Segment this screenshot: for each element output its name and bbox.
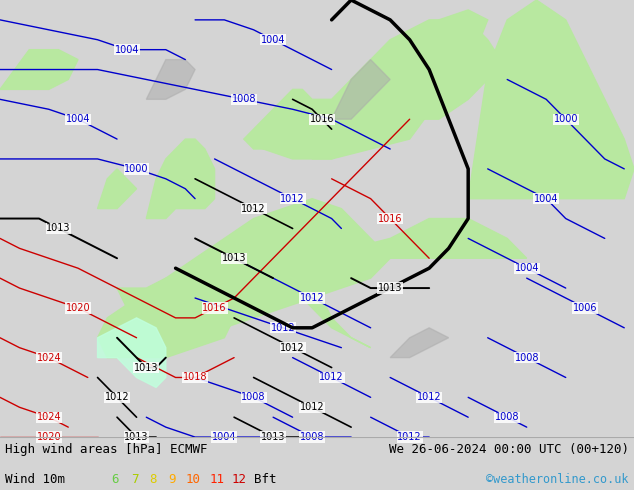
Text: 6: 6	[111, 473, 119, 486]
Text: 1006: 1006	[573, 303, 597, 313]
Polygon shape	[312, 60, 410, 159]
Text: 1004: 1004	[514, 263, 539, 273]
Text: 9: 9	[168, 473, 176, 486]
Text: 1012: 1012	[417, 392, 441, 402]
Text: 1008: 1008	[514, 353, 539, 363]
Text: 1024: 1024	[37, 353, 61, 363]
Polygon shape	[98, 169, 136, 209]
Polygon shape	[244, 20, 488, 149]
Text: 1012: 1012	[300, 293, 325, 303]
Text: 1012: 1012	[271, 323, 295, 333]
Text: 1008: 1008	[300, 432, 325, 442]
Text: ©weatheronline.co.uk: ©weatheronline.co.uk	[486, 473, 629, 486]
Polygon shape	[468, 0, 634, 198]
Text: 8: 8	[150, 473, 157, 486]
Text: 1013: 1013	[261, 432, 285, 442]
Polygon shape	[332, 219, 527, 258]
Text: 1004: 1004	[212, 432, 236, 442]
Text: 1013: 1013	[46, 223, 71, 233]
Polygon shape	[0, 49, 78, 89]
Polygon shape	[244, 10, 488, 159]
Text: 1012: 1012	[280, 194, 305, 204]
Text: 1016: 1016	[309, 114, 334, 124]
Text: 1004: 1004	[534, 194, 559, 204]
Polygon shape	[146, 139, 214, 219]
Text: 1004: 1004	[261, 35, 285, 45]
Text: 12: 12	[231, 473, 247, 486]
Text: 1012: 1012	[105, 392, 129, 402]
Polygon shape	[117, 198, 390, 338]
Text: 1012: 1012	[280, 343, 305, 353]
Polygon shape	[332, 60, 390, 119]
Text: 1013: 1013	[378, 283, 403, 293]
Text: 1004: 1004	[66, 114, 90, 124]
Polygon shape	[263, 278, 371, 348]
Text: 11: 11	[209, 473, 224, 486]
Text: 1018: 1018	[183, 372, 207, 383]
Text: 1016: 1016	[378, 214, 403, 223]
Text: 1013: 1013	[124, 432, 149, 442]
Text: 1008: 1008	[495, 412, 519, 422]
Text: 1000: 1000	[553, 114, 578, 124]
Polygon shape	[410, 20, 507, 119]
Text: 1008: 1008	[231, 95, 256, 104]
Text: 1004: 1004	[115, 45, 139, 55]
Text: 7: 7	[131, 473, 139, 486]
Polygon shape	[390, 328, 449, 358]
Text: We 26-06-2024 00:00 UTC (00+120): We 26-06-2024 00:00 UTC (00+120)	[389, 443, 629, 456]
Text: Bft: Bft	[254, 473, 276, 486]
Text: 1012: 1012	[398, 432, 422, 442]
Text: 1012: 1012	[242, 204, 266, 214]
Text: 1008: 1008	[242, 392, 266, 402]
Text: 1000: 1000	[124, 164, 149, 174]
Text: 1012: 1012	[320, 372, 344, 383]
Text: 1013: 1013	[134, 363, 158, 372]
Text: 1013: 1013	[222, 253, 247, 263]
Polygon shape	[98, 318, 166, 388]
Text: 1012: 1012	[300, 402, 325, 412]
Text: Wind 10m: Wind 10m	[5, 473, 65, 486]
Polygon shape	[98, 278, 234, 358]
Text: 1020: 1020	[66, 303, 90, 313]
Text: 1020: 1020	[37, 432, 61, 442]
Text: 1024: 1024	[37, 412, 61, 422]
Text: High wind areas [hPa] ECMWF: High wind areas [hPa] ECMWF	[5, 443, 207, 456]
Text: 1016: 1016	[202, 303, 227, 313]
Polygon shape	[146, 60, 195, 99]
Text: 10: 10	[185, 473, 200, 486]
